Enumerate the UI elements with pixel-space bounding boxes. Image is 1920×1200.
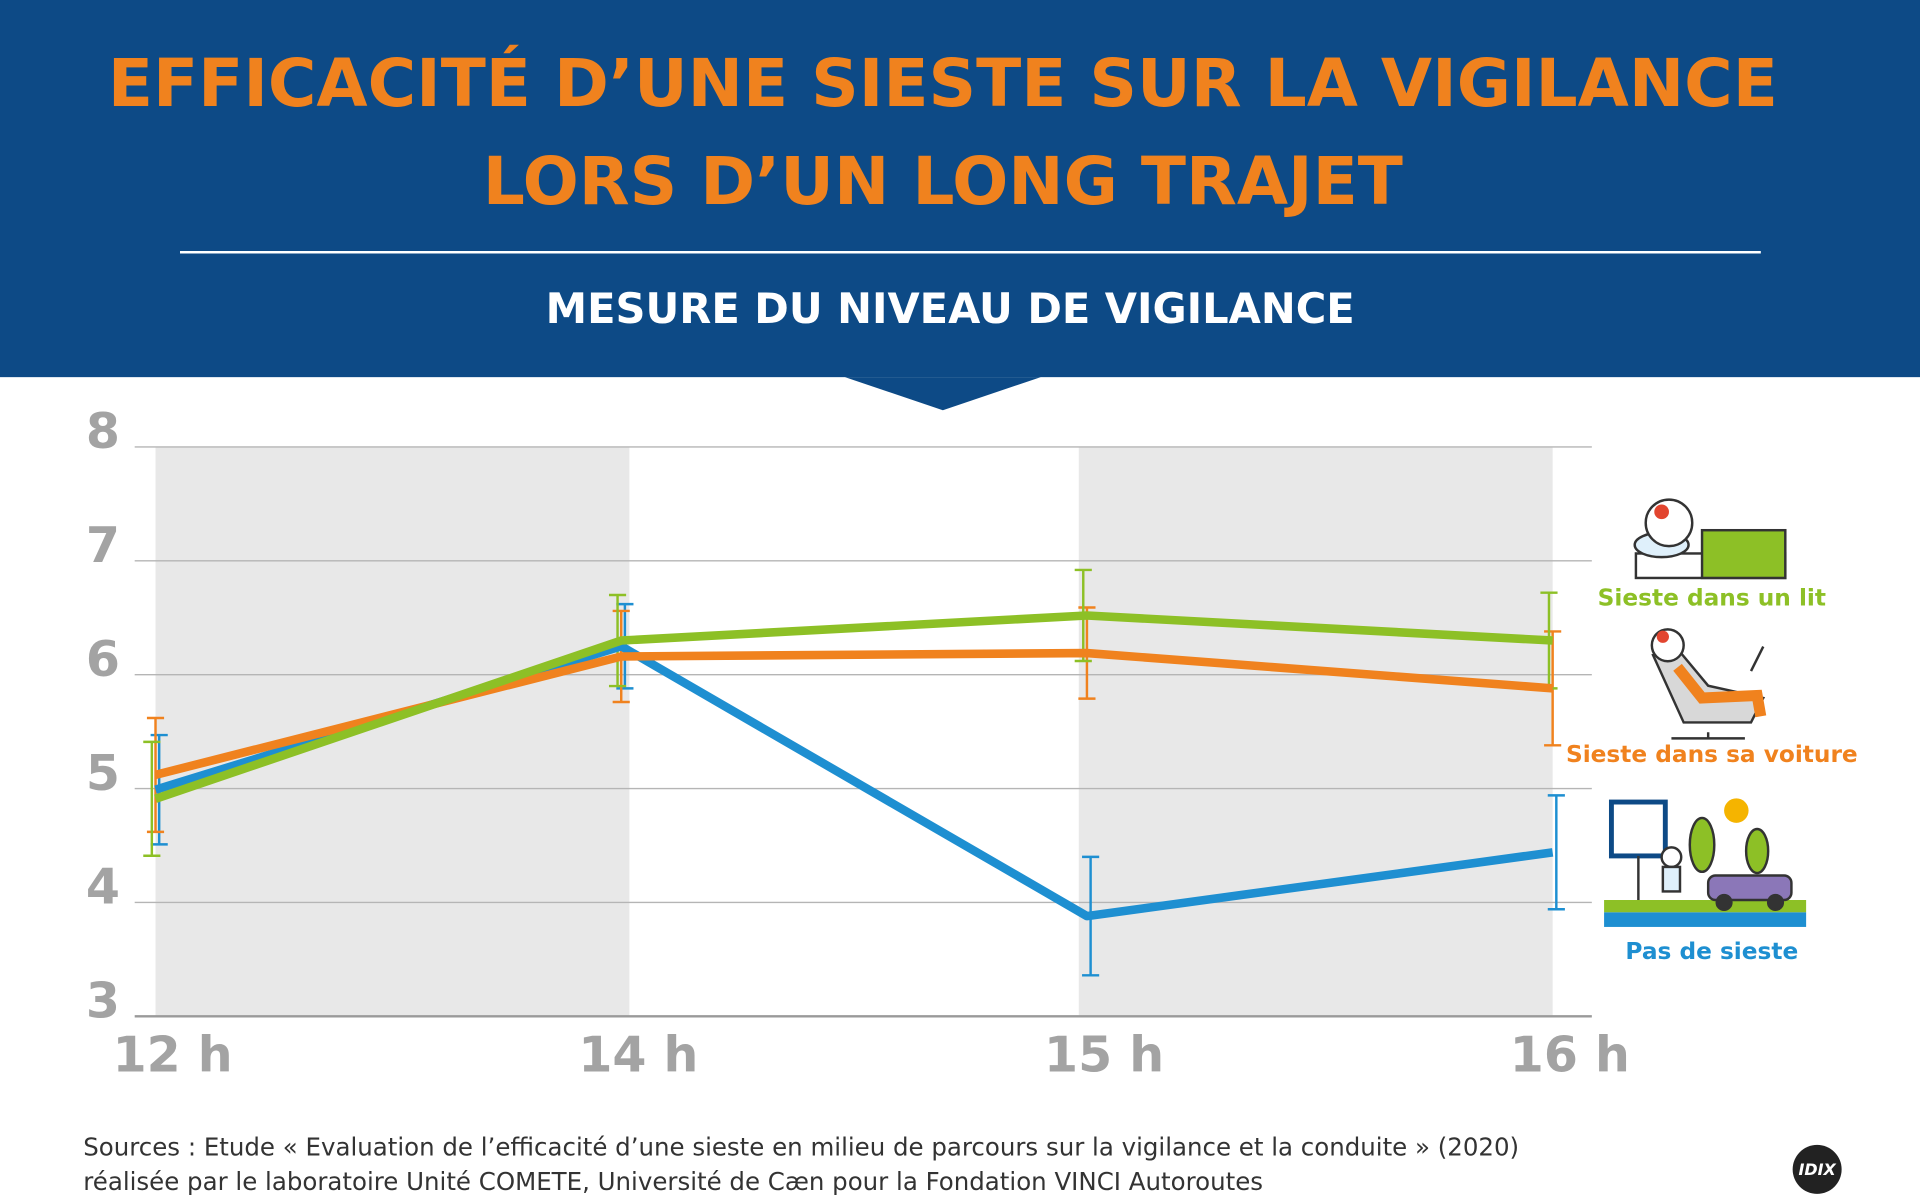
header-banner bbox=[0, 0, 1920, 378]
plot bbox=[143, 568, 1565, 977]
logo-badge bbox=[1792, 1144, 1842, 1194]
legend-label: Sieste dans sa voiture bbox=[1566, 741, 1858, 768]
error-bar bbox=[143, 740, 161, 857]
y-tick-label: 3 bbox=[86, 973, 120, 1030]
y-tick-label: 7 bbox=[86, 517, 120, 574]
source-line: réalisée par le laboratoire Unité COMETE… bbox=[83, 1167, 1263, 1196]
legend-label: Sieste dans un lit bbox=[1598, 584, 1826, 611]
icon-bed bbox=[1633, 498, 1787, 580]
x-tick-label: 14 h bbox=[578, 1026, 698, 1083]
band bbox=[155, 446, 630, 1017]
source-line: Sources : Etude « Evaluation de l’effica… bbox=[83, 1133, 1519, 1162]
y-tick-label: 8 bbox=[86, 403, 120, 460]
error-bar bbox=[1547, 794, 1565, 911]
banner-pointer bbox=[844, 377, 1041, 411]
icon-rest-area bbox=[1604, 798, 1807, 927]
series-line bbox=[154, 611, 1553, 803]
subtitle: MESURE DU NIVEAU DE VIGILANCE bbox=[546, 284, 1355, 333]
y-tick-label: 5 bbox=[86, 745, 120, 802]
legend: Sieste dans un lit Sieste dans sa voiture… bbox=[1566, 584, 1858, 965]
grid: 3 4 5 6 7 8 12 h 14 h 15 h 16 h bbox=[86, 403, 1630, 1083]
logo: IDIX bbox=[1798, 1160, 1836, 1179]
x-tick-label: 16 h bbox=[1510, 1026, 1630, 1083]
icon-car-seat bbox=[1650, 628, 1767, 740]
time-bands bbox=[155, 446, 1553, 1017]
y-tick-label: 6 bbox=[86, 631, 120, 688]
y-tick-label: 4 bbox=[86, 859, 120, 916]
title-line: LORS D’UN LONG TRAJET bbox=[483, 143, 1403, 220]
x-tick-label: 15 h bbox=[1044, 1026, 1164, 1083]
title-line: EFFICACITÉ D’UNE SIESTE SUR LA VIGILANCE bbox=[108, 44, 1778, 122]
legend-label: Pas de sieste bbox=[1625, 938, 1798, 965]
x-tick-label: 12 h bbox=[113, 1026, 233, 1083]
band bbox=[1078, 446, 1553, 1017]
